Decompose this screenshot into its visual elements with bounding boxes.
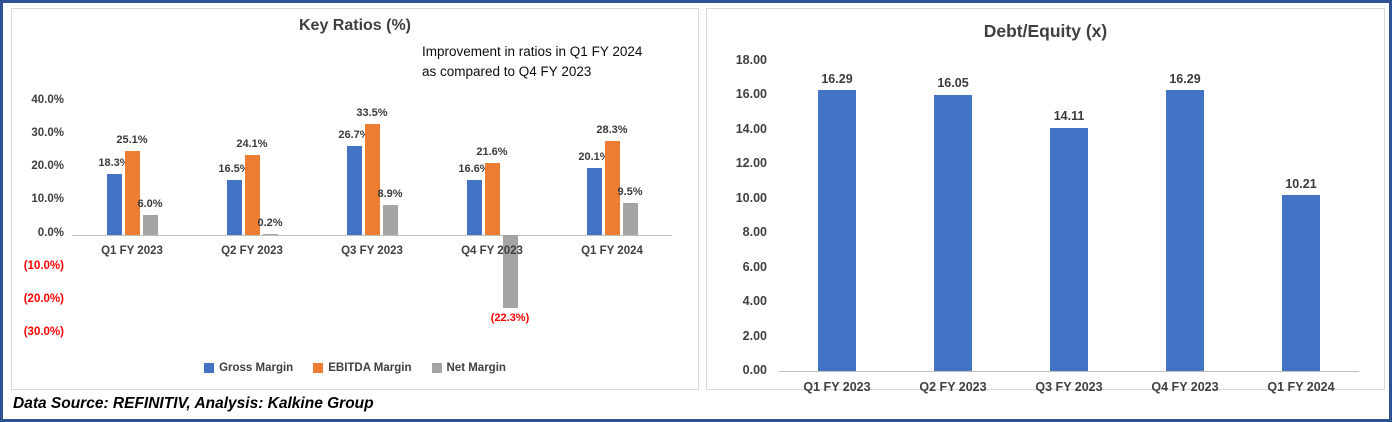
bar-net-margin: [382, 205, 398, 235]
debt-equity-chart-panel: Debt/Equity (x) 18.00 16.00 14.00 12.00 10.0…: [706, 8, 1385, 394]
legend-label-net-margin: Net Margin: [446, 362, 506, 374]
x-axis-category-label: Q4 FY 2023: [1151, 380, 1219, 394]
y-axis-tick-label: 6.00: [742, 259, 767, 274]
bar-value-label: 10.21: [1285, 176, 1317, 191]
debt-equity-plot-area: 18.00 16.00 14.00 12.00 10.00 8.00 6.00 4.00 2.0…: [707, 9, 1384, 394]
bar-ebitda-margin: [484, 162, 500, 235]
y-axis-tick-label: (10.0%): [23, 259, 64, 272]
bar-net-margin: [622, 203, 638, 235]
y-axis-tick-label: 0.00: [742, 363, 767, 377]
bar-value-label: 26.7%: [338, 129, 370, 142]
legend-label-ebitda-margin: EBITDA Margin: [328, 362, 412, 374]
x-axis-category-label: Q3 FY 2023: [1035, 380, 1103, 394]
y-axis-tick-label: 4.00: [742, 294, 767, 309]
y-axis-tick-label: (30.0%): [23, 326, 64, 338]
key-ratios-legend: Gross Margin EBITDA Margin Net Margin: [12, 362, 698, 374]
y-axis-tick-label: 8.00: [742, 225, 767, 240]
y-axis-tick-label: 18.00: [735, 53, 767, 67]
bar-ebitda-margin: [604, 140, 620, 235]
bar-gross-margin: [586, 167, 602, 235]
bar-value-label: 14.11: [1053, 109, 1085, 124]
y-axis-tick-label: 10.0%: [31, 193, 64, 206]
x-axis-line: [72, 235, 672, 236]
legend-item-ebitda-margin: EBITDA Margin: [313, 362, 412, 374]
legend-swatch-net-margin: [431, 363, 442, 373]
bar-value-label: 25.1%: [116, 134, 148, 147]
y-axis-tick-label: 12.00: [735, 156, 767, 171]
x-axis-category-label: Q1 FY 2023: [803, 380, 871, 394]
bar-ebitda-margin: [124, 151, 140, 235]
x-axis-category-label: Q1 FY 2024: [581, 245, 643, 257]
debt-equity-chart-title: Debt/Equity (x): [983, 21, 1108, 41]
bar-debt-equity: [818, 90, 856, 371]
bar-debt-equity: [934, 94, 972, 371]
bar-value-label: 21.6%: [476, 145, 508, 158]
bar-value-label: 28.3%: [596, 123, 628, 136]
y-axis-tick-label: 40.0%: [31, 94, 64, 106]
y-axis-tick-label: 20.0%: [31, 160, 64, 173]
bar-value-label: 20.1%: [578, 150, 610, 163]
bar-value-label: 8.9%: [377, 188, 403, 201]
y-axis-tick-label: 10.00: [735, 190, 767, 205]
data-source-note: Data Source: REFINITIV, Analysis: Kalkin…: [13, 395, 374, 412]
x-axis-category-label: Q2 FY 2023: [919, 380, 987, 394]
bar-value-label: 16.6%: [458, 162, 490, 175]
bar-net-margin: [502, 234, 518, 309]
bar-ebitda-margin: [364, 123, 380, 235]
y-axis-tick-label: 0.0%: [37, 226, 64, 239]
key-ratios-chart-panel: Key Ratios (%) Improvement in ratios in …: [11, 8, 699, 390]
y-axis-tick-label: 16.00: [735, 87, 767, 102]
legend-swatch-gross-margin: [204, 363, 215, 373]
x-axis-category-label: Q1 FY 2024: [1267, 380, 1335, 394]
x-axis-category-label: Q3 FY 2023: [341, 245, 403, 257]
bar-value-label: 16.29: [1169, 71, 1201, 86]
bar-debt-equity: [1050, 127, 1088, 371]
bar-value-label: 33.5%: [356, 106, 388, 119]
bar-gross-margin: [466, 179, 482, 235]
bar-ebitda-margin: [244, 154, 260, 235]
bar-gross-margin: [106, 173, 122, 235]
y-axis-tick-label: 30.0%: [31, 127, 64, 140]
y-axis-tick-label: 14.00: [735, 121, 767, 136]
bar-debt-equity: [1282, 195, 1320, 371]
bar-value-label: 0.2%: [257, 216, 283, 229]
legend-item-gross-margin: Gross Margin: [204, 362, 293, 374]
x-axis-category-label: Q1 FY 2023: [101, 245, 163, 257]
y-axis-tick-label: 2.00: [742, 328, 767, 343]
bar-value-label: 9.5%: [617, 186, 643, 199]
legend-item-net-margin: Net Margin: [431, 362, 506, 374]
bar-net-margin: [142, 214, 158, 235]
bar-value-label: 16.29: [821, 71, 853, 86]
x-axis-category-label: Q2 FY 2023: [221, 245, 283, 257]
bar-net-margin: [262, 233, 278, 235]
bar-gross-margin: [346, 146, 362, 235]
bar-value-label: (22.3%): [490, 312, 530, 325]
improvement-annotation: Improvement in ratios in Q1 FY 2024 as c…: [422, 44, 643, 79]
bar-value-label: 16.05: [937, 76, 969, 91]
bar-debt-equity: [1166, 90, 1204, 371]
bar-gross-margin: [226, 179, 242, 235]
bar-value-label: 24.1%: [236, 137, 268, 150]
bar-value-label: 6.0%: [137, 197, 163, 210]
legend-label-gross-margin: Gross Margin: [219, 362, 294, 374]
x-axis-line: [779, 371, 1359, 372]
legend-swatch-ebitda-margin: [313, 363, 324, 373]
y-axis-tick-label: (20.0%): [23, 292, 64, 305]
key-ratios-chart-title: Key Ratios (%): [298, 17, 412, 34]
x-axis-category-label: Q4 FY 2023: [461, 245, 523, 257]
bar-value-label: 16.5%: [218, 162, 250, 175]
key-ratios-plot-area: 40.0% 30.0% 20.0% 10.0% 0.0% (10.0%) (20.0%) (3…: [12, 9, 698, 389]
bar-value-label: 18.3%: [98, 156, 130, 169]
